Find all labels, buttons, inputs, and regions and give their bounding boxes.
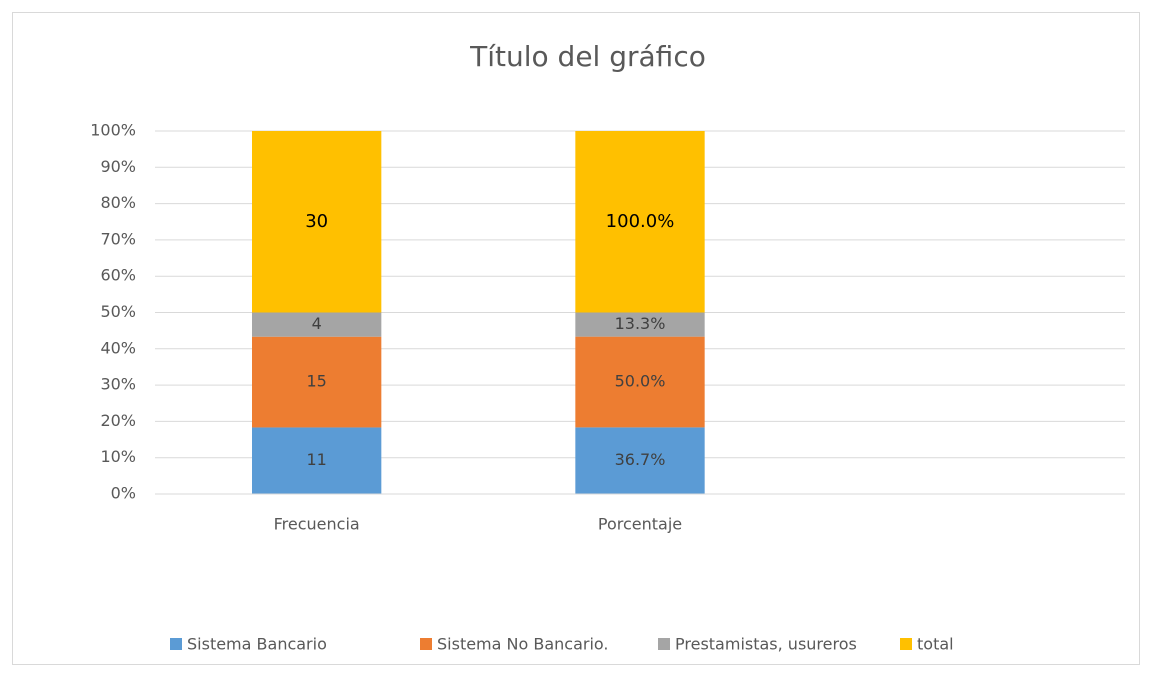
bar-segment xyxy=(575,427,705,494)
data-label: 11 xyxy=(306,450,326,469)
legend-swatch xyxy=(420,638,432,650)
y-tick-label: 50% xyxy=(100,302,136,321)
bar-segment xyxy=(252,312,382,337)
legend-swatch xyxy=(170,638,182,650)
bar-segment xyxy=(575,131,705,313)
y-tick-label: 20% xyxy=(100,411,136,430)
y-tick-label: 90% xyxy=(100,157,136,176)
y-tick-label: 40% xyxy=(100,338,136,357)
data-label: 4 xyxy=(312,314,322,333)
y-tick-label: 0% xyxy=(111,484,136,503)
data-label: 13.3% xyxy=(615,314,666,333)
data-label: 50.0% xyxy=(615,372,666,391)
bar-segment xyxy=(252,131,382,313)
legend-swatch xyxy=(658,638,670,650)
data-label: 36.7% xyxy=(615,450,666,469)
y-tick-label: 30% xyxy=(100,375,136,394)
bar-segment xyxy=(252,427,382,494)
data-label: 100.0% xyxy=(606,211,675,232)
data-label: 30 xyxy=(305,211,328,232)
chart-title: Título del gráfico xyxy=(469,40,706,73)
y-tick-label: 10% xyxy=(100,447,136,466)
x-tick-label: Porcentaje xyxy=(598,515,682,534)
legend-label: Sistema Bancario xyxy=(187,635,327,654)
y-tick-label: 60% xyxy=(100,266,136,285)
legend-label: Sistema No Bancario. xyxy=(437,635,609,654)
legend-swatch xyxy=(900,638,912,650)
y-tick-label: 80% xyxy=(100,193,136,212)
y-tick-label: 70% xyxy=(100,229,136,248)
legend-label: Prestamistas, usureros xyxy=(675,635,857,654)
data-label: 15 xyxy=(306,372,326,391)
bar-segment xyxy=(252,336,382,428)
y-tick-label: 100% xyxy=(90,121,136,140)
legend-label: total xyxy=(917,635,954,654)
bar-segment xyxy=(575,312,705,337)
bar-segment xyxy=(575,336,705,428)
x-tick-label: Frecuencia xyxy=(274,515,360,534)
